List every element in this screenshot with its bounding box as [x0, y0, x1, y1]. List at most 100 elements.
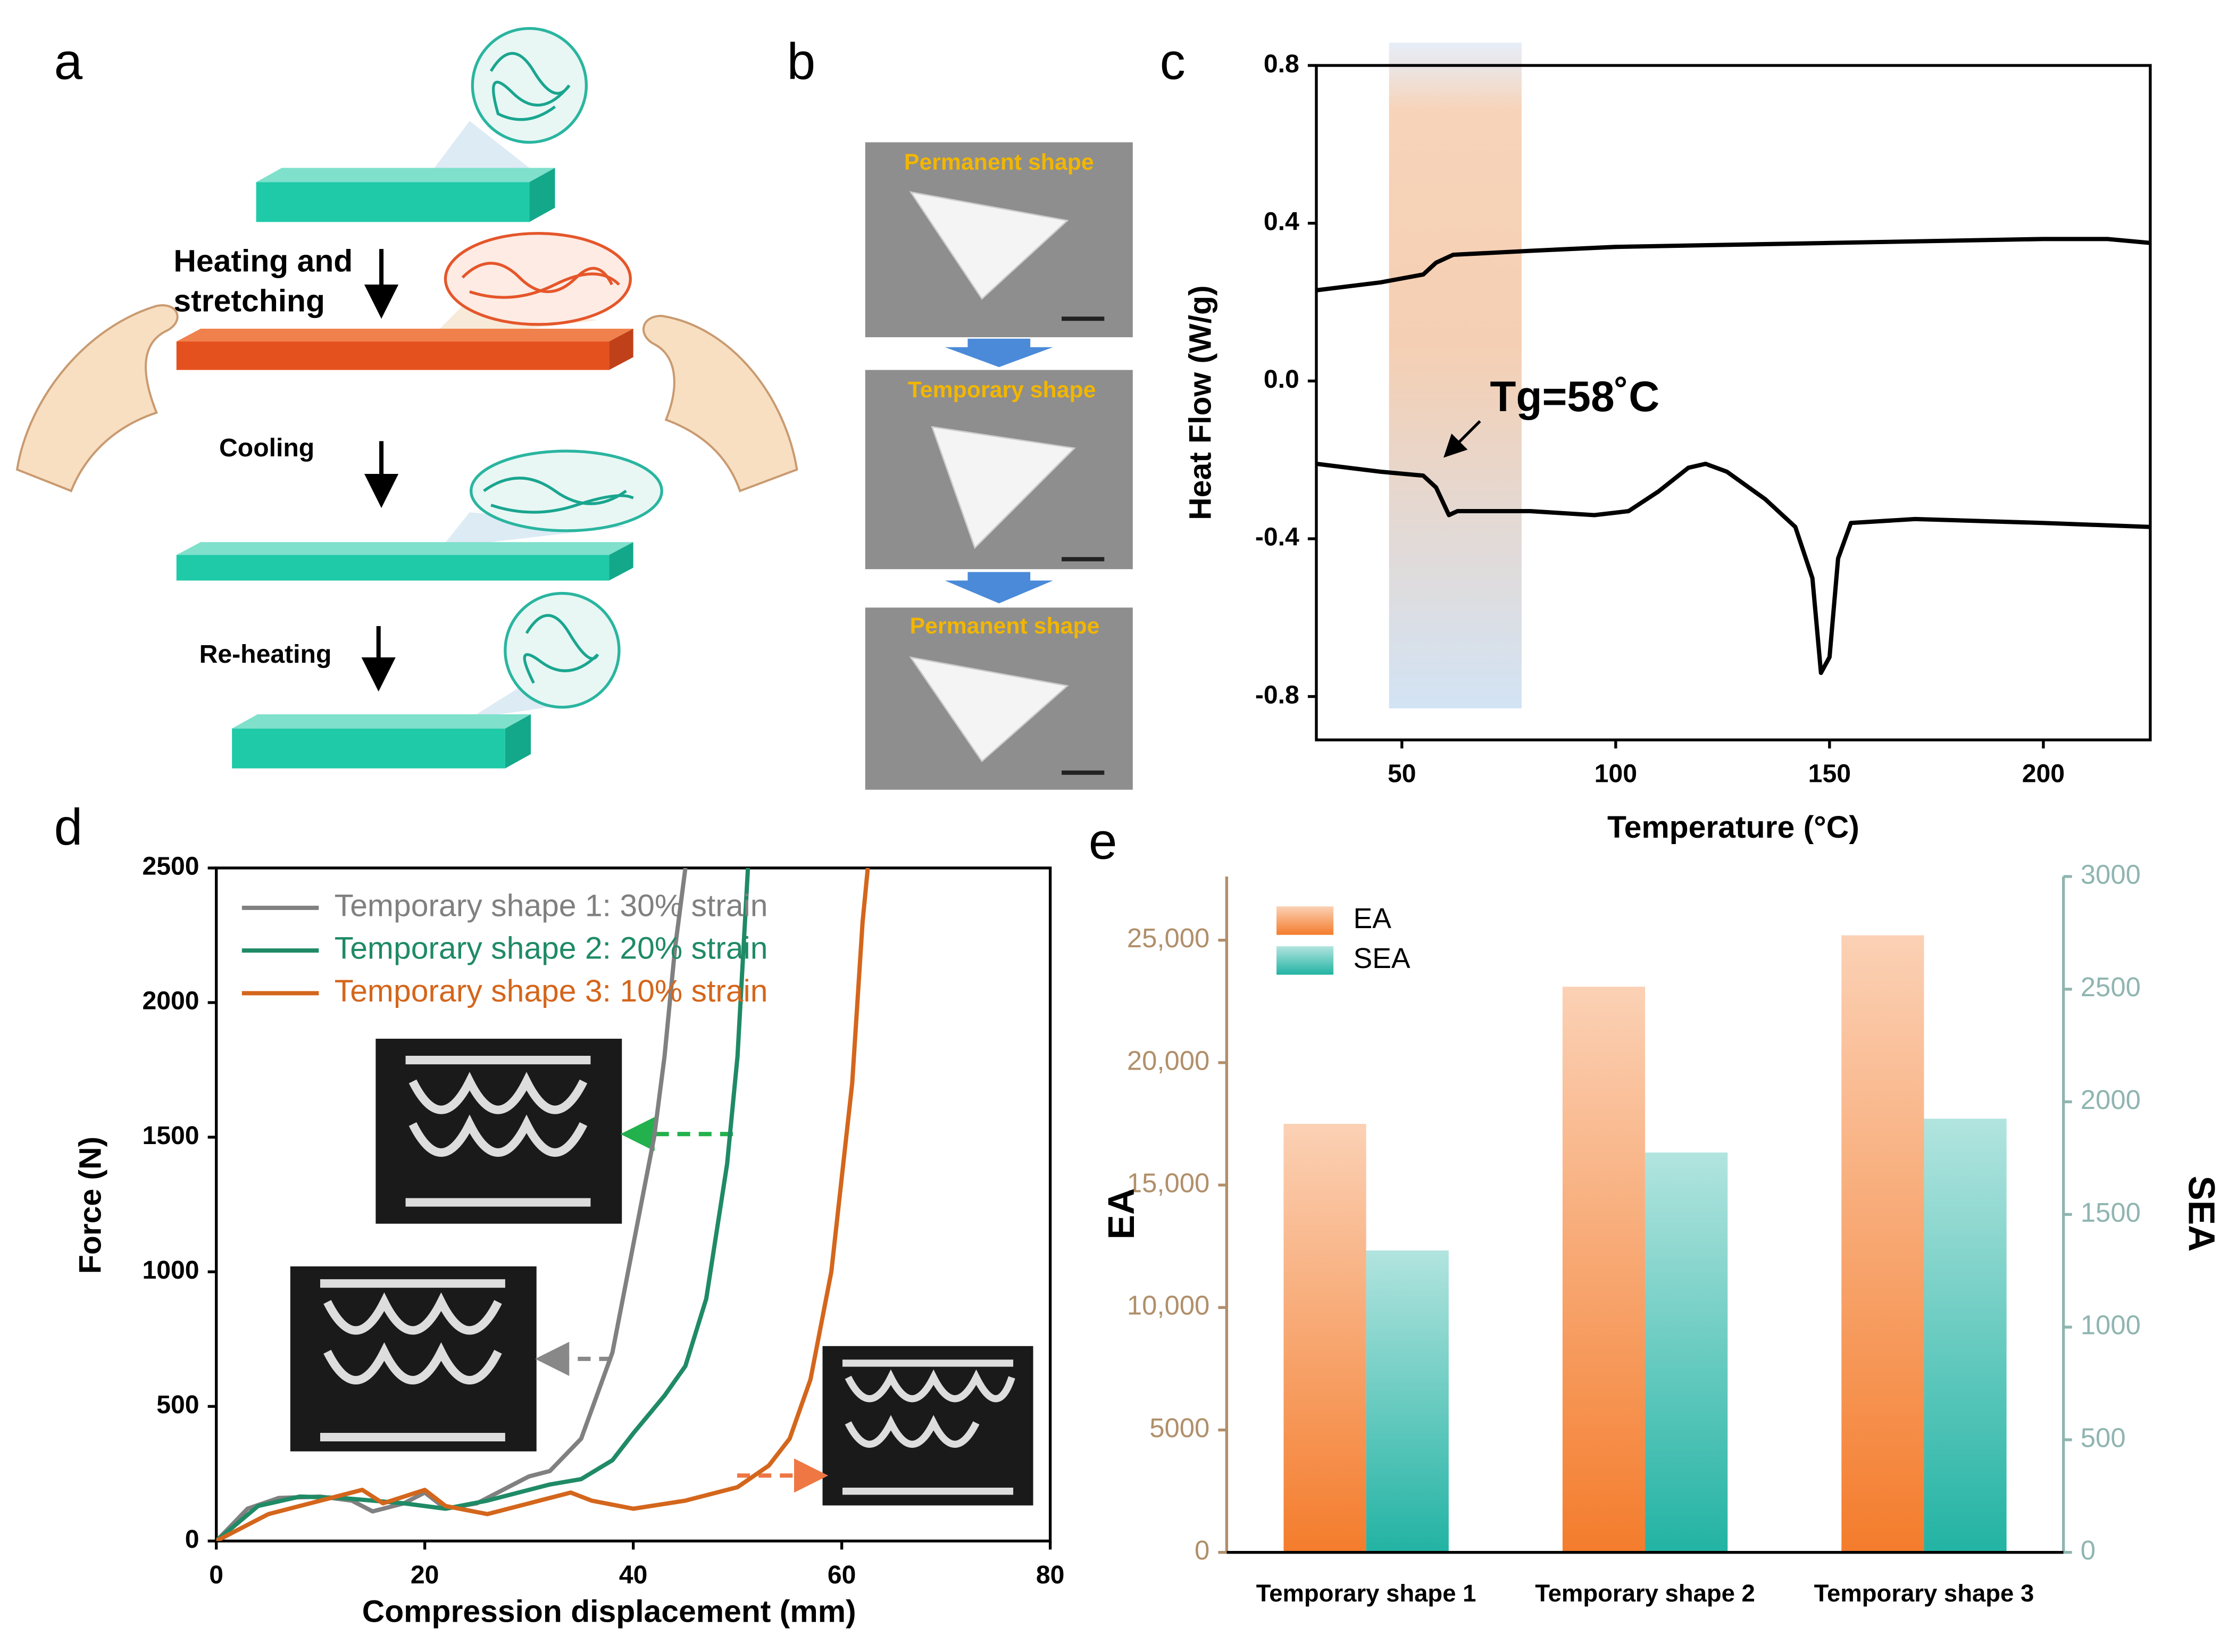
- bar-top: [256, 168, 555, 182]
- lattice: [405, 1056, 591, 1207]
- y-axis-label: Heat Flow (W/g): [1183, 285, 1217, 520]
- y-tick-label: 500: [156, 1390, 199, 1419]
- y2-tick-label: 2500: [2081, 972, 2141, 1002]
- network-circle: [504, 591, 621, 709]
- bar: [256, 182, 530, 222]
- bar-top: [176, 328, 633, 342]
- y-tick-label: 5000: [1149, 1413, 1209, 1443]
- legend-label: Temporary shape 2: 20% strain: [335, 931, 768, 966]
- panel-label: c: [1160, 34, 1186, 90]
- bar: [176, 341, 610, 370]
- legend-swatch: [1276, 906, 1334, 935]
- y2-tick-label: 500: [2081, 1422, 2126, 1453]
- y-tick-label: -0.4: [1255, 523, 1299, 552]
- step-label: stretching: [173, 283, 325, 318]
- x-tick-label: 100: [1595, 760, 1637, 788]
- y2-tick-label: 2000: [2081, 1084, 2141, 1115]
- photo-caption: Permanent shape: [910, 613, 1100, 639]
- x-tick-label: Temporary shape 1: [1256, 1580, 1476, 1607]
- y-tick-label: 0.0: [1264, 365, 1299, 394]
- data-line: [1316, 237, 2151, 293]
- zoom-cone: [469, 683, 570, 719]
- x-axis-label: Compression displacement (mm): [362, 1594, 856, 1629]
- y2-axis-label: SEA: [2181, 1176, 2220, 1252]
- inset-photo: [822, 1346, 1033, 1506]
- x-tick-label: 40: [619, 1561, 648, 1589]
- network-circle: [444, 232, 632, 326]
- bar: [232, 728, 505, 769]
- data-line: [216, 867, 750, 1541]
- y-axis-label: EA: [1100, 1188, 1142, 1240]
- photo-caption: Temporary shape: [908, 377, 1096, 403]
- step-label: Cooling: [219, 433, 314, 462]
- x-tick-label: 80: [1036, 1561, 1065, 1589]
- bar-top: [232, 714, 531, 729]
- zoom-cone: [441, 512, 627, 548]
- x-tick-label: 20: [411, 1561, 439, 1589]
- insets: [290, 1038, 1033, 1506]
- hand: [642, 314, 798, 493]
- step-label: Heating and: [173, 244, 353, 278]
- y-tick-label: 1500: [142, 1121, 199, 1150]
- bar: [176, 555, 610, 581]
- panel-label: d: [54, 799, 83, 856]
- legend-label: Temporary shape 1: 30% strain: [335, 888, 768, 923]
- data-line: [1316, 462, 2151, 675]
- bar: [1924, 1119, 2007, 1553]
- plane: [931, 425, 1076, 549]
- y-tick-label: 0: [185, 1525, 199, 1554]
- legend-label: EA: [1354, 903, 1392, 935]
- lattice: [320, 1279, 505, 1442]
- y2-tick-label: 1000: [2081, 1310, 2141, 1340]
- photos: Permanent shape Temporary shape Permanen…: [865, 142, 1133, 790]
- bar-side: [505, 714, 531, 769]
- plane: [909, 191, 1069, 300]
- panel-label: a: [54, 34, 83, 90]
- x-axis-label: Temperature (°C): [1607, 810, 1859, 845]
- chains: [523, 614, 599, 684]
- arrow: [945, 572, 1053, 604]
- lattice: [842, 1359, 1015, 1495]
- y2-tick-label: 0: [2081, 1535, 2096, 1565]
- x-tick-label: 50: [1388, 760, 1416, 788]
- y2-tick-label: 3000: [2081, 859, 2141, 889]
- zoom-cone: [427, 121, 530, 178]
- y-tick-label: 0.8: [1264, 49, 1299, 78]
- schematic: Heating and stretching Cooling Re-heatin…: [15, 27, 798, 769]
- y-tick-label: 1000: [142, 1256, 199, 1284]
- bar: [1841, 935, 1924, 1553]
- bar-side: [609, 542, 633, 581]
- y2-tick-label: 1500: [2081, 1197, 2141, 1228]
- panel-label: b: [787, 34, 816, 90]
- legend-swatch: [1276, 946, 1334, 975]
- arrow: [945, 338, 1053, 368]
- panel-labels: a b c d e: [54, 34, 1186, 870]
- bar-side: [609, 328, 633, 370]
- y-tick-label: 25,000: [1127, 923, 1209, 953]
- chains: [461, 262, 620, 299]
- plot-frame: [1315, 64, 2152, 741]
- bar: [1283, 1123, 1366, 1553]
- bar: [1366, 1250, 1449, 1553]
- y-tick-label: 0.4: [1264, 207, 1299, 236]
- y-tick-label: 2000: [142, 987, 199, 1015]
- x-tick-label: 150: [1808, 760, 1851, 788]
- legend-label: Temporary shape 3: 10% strain: [335, 974, 768, 1008]
- bar: [1645, 1152, 1728, 1553]
- y-axis-label: Force (N): [73, 1137, 107, 1274]
- chains: [489, 52, 571, 121]
- y-tick-label: 15,000: [1127, 1168, 1209, 1198]
- annotation-arrow: [1443, 420, 1481, 458]
- data-line: [216, 867, 870, 1541]
- panel-label: e: [1089, 813, 1117, 870]
- y-tick-label: 2500: [142, 852, 199, 881]
- x-tick-label: 200: [2022, 760, 2065, 788]
- y-tick-label: 10,000: [1127, 1290, 1209, 1321]
- legend-label: SEA: [1354, 943, 1411, 974]
- bar: [1562, 987, 1646, 1553]
- x-tick-label: 0: [209, 1561, 223, 1589]
- hand: [15, 304, 179, 493]
- annotation: Tg=58˚C: [1490, 373, 1659, 421]
